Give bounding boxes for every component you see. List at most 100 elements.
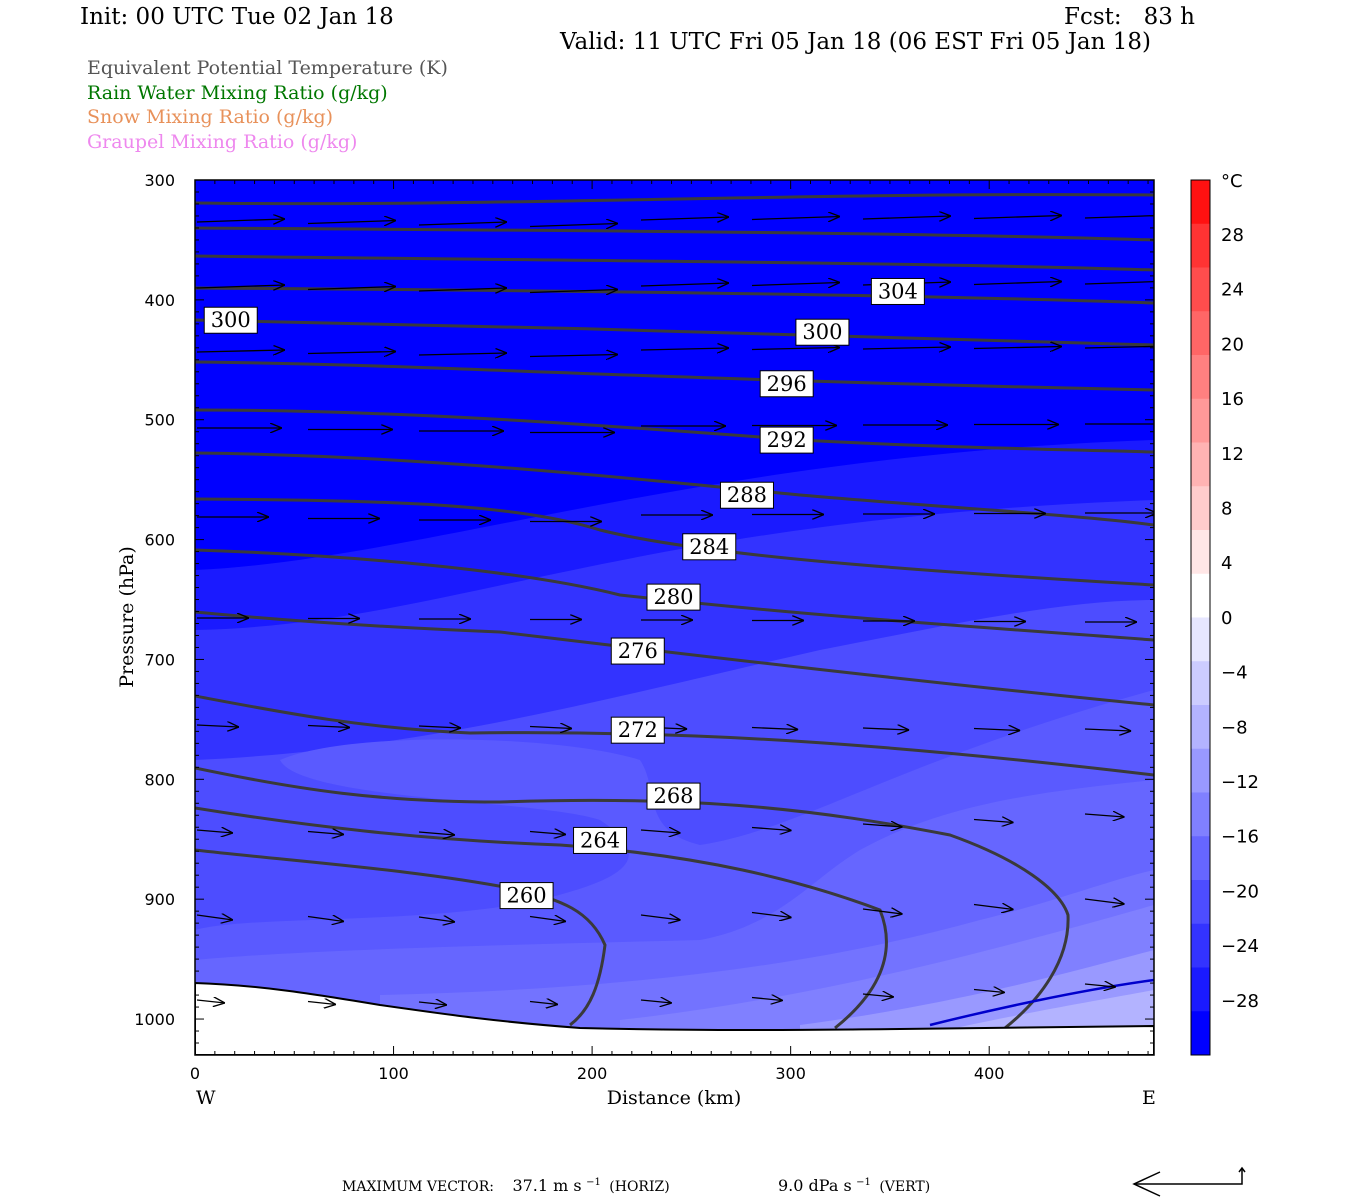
wind-vector	[1084, 729, 1131, 731]
wind-vector	[751, 913, 792, 918]
wind-vector	[1084, 345, 1154, 349]
wind-vector	[196, 219, 285, 222]
wind-vector	[196, 725, 239, 727]
wind-vector	[973, 990, 1005, 993]
footer-vert-exponent: −1	[856, 1177, 871, 1188]
wind-vector	[973, 820, 1014, 823]
svg-text:264: 264	[580, 828, 620, 852]
x-tick-label: 300	[775, 1064, 806, 1083]
wind-vector	[529, 224, 618, 227]
svg-text:276: 276	[618, 639, 658, 663]
colorbar-label: 12	[1221, 444, 1244, 465]
wind-vector	[1084, 899, 1125, 904]
wind-vector	[307, 832, 344, 835]
wind-vector	[307, 221, 396, 224]
colorbar-label: −24	[1221, 936, 1259, 957]
colorbar-unit: °C	[1221, 171, 1243, 192]
west-label: W	[196, 1087, 216, 1109]
y-tick-label: 300	[144, 171, 175, 190]
footer-vert-tag: (VERT)	[879, 1179, 930, 1195]
wind-vector	[529, 727, 572, 729]
x-tick-label: 0	[190, 1064, 200, 1083]
wind-vector	[1084, 984, 1116, 987]
wind-vector	[196, 915, 233, 920]
colorbar-swatch	[1191, 967, 1210, 1012]
svg-text:304: 304	[878, 279, 918, 303]
wind-vector	[307, 1002, 336, 1005]
colorbar-label: 16	[1221, 389, 1244, 410]
colorbar-swatch	[1191, 267, 1210, 312]
wind-vector	[307, 352, 396, 354]
footer-vert: 9.0 dPa s −1 (VERT)	[778, 1173, 930, 1195]
colorbar-label: −4	[1221, 663, 1248, 684]
theta-e-contour-line	[195, 766, 1070, 1030]
colorbar-label: 20	[1221, 334, 1244, 355]
colorbar-swatch	[1191, 442, 1210, 487]
header-forecast-hour: Fcst: 83 h	[1064, 4, 1195, 30]
wind-vector	[418, 726, 461, 728]
footer-horiz-exponent: −1	[586, 1177, 601, 1188]
x-tick-label: 200	[577, 1064, 608, 1083]
colorbar-swatch	[1191, 748, 1210, 793]
y-tick-label: 400	[144, 291, 175, 310]
svg-text:280: 280	[653, 585, 693, 609]
contour-label: 304	[870, 277, 925, 305]
colorbar-label: 0	[1221, 608, 1232, 629]
wind-vector	[418, 917, 455, 922]
contour-label: 292	[759, 426, 814, 454]
wind-vector	[1084, 280, 1154, 285]
colorbar-label: −28	[1221, 991, 1259, 1012]
contour-label: 276	[610, 637, 665, 665]
east-label: E	[1142, 1087, 1156, 1109]
terrain-surface	[195, 981, 1154, 1055]
wind-vector	[640, 217, 729, 220]
theta-e-contour-line	[195, 193, 1154, 206]
contour-label: 272	[610, 716, 665, 744]
legend-graupel: Graupel Mixing Ratio (g/kg)	[87, 131, 358, 153]
colorbar-label: −20	[1221, 881, 1259, 902]
contour-label: 288	[719, 481, 774, 509]
wind-vector	[196, 285, 285, 288]
colorbar-label: −12	[1221, 772, 1259, 793]
wind-vector	[529, 832, 566, 835]
theta-e-contour-line	[195, 548, 1154, 642]
wind-vector	[862, 909, 903, 914]
x-tick-label: 400	[974, 1064, 1005, 1083]
y-tick-label: 1000	[134, 1010, 175, 1029]
wind-vector	[307, 726, 350, 728]
wind-vector	[529, 355, 618, 357]
wind-vector	[751, 217, 840, 220]
wind-vector	[1084, 814, 1125, 817]
wind-vector	[751, 728, 798, 730]
wind-vector	[751, 348, 840, 350]
colorbar-swatch	[1191, 486, 1210, 531]
header-init: Init: 00 UTC Tue 02 Jan 18	[80, 4, 394, 30]
footer-max-vector: MAXIMUM VECTOR: 37.1 m s −1 (HORIZ)	[342, 1173, 670, 1195]
colorbar-swatch	[1191, 530, 1210, 575]
y-tick-label: 600	[144, 531, 175, 550]
legend-rain-water: Rain Water Mixing Ratio (g/kg)	[87, 82, 388, 104]
theta-e-contour-line	[195, 226, 1154, 242]
wind-vector	[751, 998, 783, 1001]
plot-frame	[194, 179, 1155, 1056]
colorbar-label: −16	[1221, 827, 1259, 848]
svg-text:288: 288	[727, 483, 767, 507]
theta-e-contour-line	[195, 360, 1154, 392]
wind-vector	[751, 828, 792, 831]
wind-vector	[196, 350, 285, 352]
theta-e-contour-line	[195, 408, 1154, 454]
wind-vector	[196, 1000, 225, 1003]
colorbar-label: 24	[1221, 280, 1244, 301]
svg-text:272: 272	[618, 718, 658, 742]
contour-label: 300	[203, 306, 258, 334]
legend-theta-e: Equivalent Potential Temperature (K)	[87, 57, 448, 79]
colorbar-swatch	[1191, 792, 1210, 837]
colorbar-label: −8	[1221, 717, 1248, 738]
theta-e-contour-line	[195, 806, 888, 1030]
footer-vert-value: 9.0 dPa s	[778, 1176, 852, 1195]
wind-vector	[640, 915, 681, 920]
y-tick-label: 700	[144, 650, 175, 669]
contour-label: 280	[646, 583, 701, 611]
wind-vector	[640, 283, 729, 286]
